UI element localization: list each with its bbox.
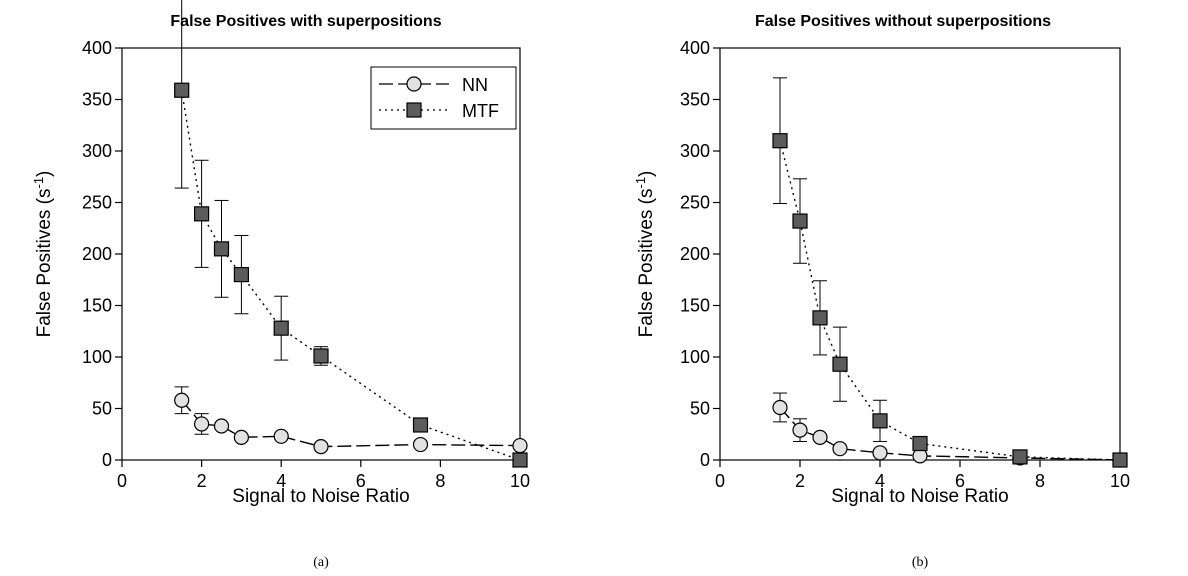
data-point-nn — [812, 429, 828, 445]
x-tick-label: 10 — [1110, 471, 1130, 491]
series-line-nn — [779, 407, 1121, 461]
y-tick-label: 250 — [680, 193, 710, 213]
data-point-mtf — [412, 417, 429, 433]
data-point-nn — [772, 399, 788, 416]
data-point-mtf — [872, 413, 888, 429]
series-line-mtf — [779, 140, 1121, 461]
data-point-nn — [233, 429, 249, 445]
y-tick-label: 250 — [82, 193, 112, 213]
x-tick-label: 4 — [875, 471, 885, 491]
x-axis-label-a: Signal to Noise Ratio — [232, 486, 409, 507]
x-tick-label: 10 — [510, 471, 530, 491]
legend-label-mtf: MTF — [462, 101, 499, 121]
data-point-nn — [832, 441, 848, 457]
y-tick-label: 350 — [680, 90, 710, 110]
data-point-mtf — [313, 348, 329, 364]
y-tick-label: 0 — [700, 450, 710, 470]
y-tick-label: 300 — [680, 141, 710, 161]
y-tick-label: 400 — [680, 38, 710, 58]
y-tick-label: 100 — [82, 347, 112, 367]
data-point-mtf — [233, 267, 249, 283]
legend-marker-nn — [406, 76, 422, 92]
y-tick-label: 50 — [690, 399, 710, 419]
data-point-mtf — [273, 320, 289, 336]
y-tick-label: 150 — [82, 296, 112, 316]
legend: NN MTF — [370, 66, 517, 130]
y-axis-label-a: False Positives (s-1) — [31, 171, 55, 338]
series-line-nn — [181, 399, 521, 448]
x-tick-label: 6 — [356, 471, 366, 491]
y-tick-label: 350 — [82, 90, 112, 110]
x-tick-label: 6 — [955, 471, 965, 491]
data-point-mtf — [1012, 449, 1028, 465]
data-point-nn — [412, 436, 429, 453]
data-point-nn — [792, 422, 808, 438]
y-tick-label: 0 — [102, 450, 112, 470]
legend-label-nn: NN — [462, 75, 488, 95]
data-point-mtf — [512, 452, 528, 468]
x-tick-label: 0 — [715, 471, 725, 491]
legend-marker-mtf — [406, 102, 422, 118]
y-tick-label: 200 — [82, 244, 112, 264]
x-tick-label: 2 — [795, 471, 805, 491]
data-point-nn — [273, 428, 289, 444]
data-point-mtf — [812, 310, 828, 326]
data-point-nn — [512, 437, 528, 454]
y-tick-label: 50 — [92, 399, 112, 419]
x-tick-label: 0 — [117, 471, 127, 491]
y-tick-label: 300 — [82, 141, 112, 161]
y-tick-label: 150 — [680, 296, 710, 316]
y-tick-label: 200 — [680, 244, 710, 264]
x-axis-label-b: Signal to Noise Ratio — [831, 486, 1008, 507]
data-point-mtf — [832, 356, 848, 372]
y-tick-label: 400 — [82, 38, 112, 58]
x-tick-label: 2 — [197, 471, 207, 491]
panel-b: False Positives without superpositions 0… — [633, 13, 1130, 570]
data-point-mtf — [194, 206, 210, 222]
data-point-mtf — [213, 241, 230, 257]
data-point-nn — [194, 416, 210, 432]
data-point-mtf — [174, 82, 190, 98]
caption-a: (a) — [313, 555, 329, 570]
x-tick-label: 8 — [435, 471, 445, 491]
data-point-nn — [872, 445, 888, 461]
y-axis-label-b: False Positives (s-1) — [633, 171, 657, 338]
chart-title-a: False Positives with superpositions — [170, 13, 441, 30]
panel-a: False Positives with superpositions 0 50 1… — [31, 0, 530, 570]
data-point-nn — [174, 392, 190, 408]
series-line-mtf — [181, 90, 521, 461]
chart-title-b: False Positives without superpositions — [755, 13, 1051, 30]
data-point-nn — [313, 439, 329, 455]
legend-box — [370, 66, 517, 130]
data-point-mtf — [772, 133, 788, 149]
data-point-mtf — [912, 435, 928, 452]
data-point-nn — [213, 418, 230, 434]
x-tick-label: 8 — [1035, 471, 1045, 491]
y-tick-label: 100 — [680, 347, 710, 367]
data-point-mtf — [792, 213, 808, 229]
data-point-mtf — [1112, 452, 1128, 468]
caption-b: (b) — [912, 555, 929, 570]
x-tick-label: 4 — [276, 471, 286, 491]
